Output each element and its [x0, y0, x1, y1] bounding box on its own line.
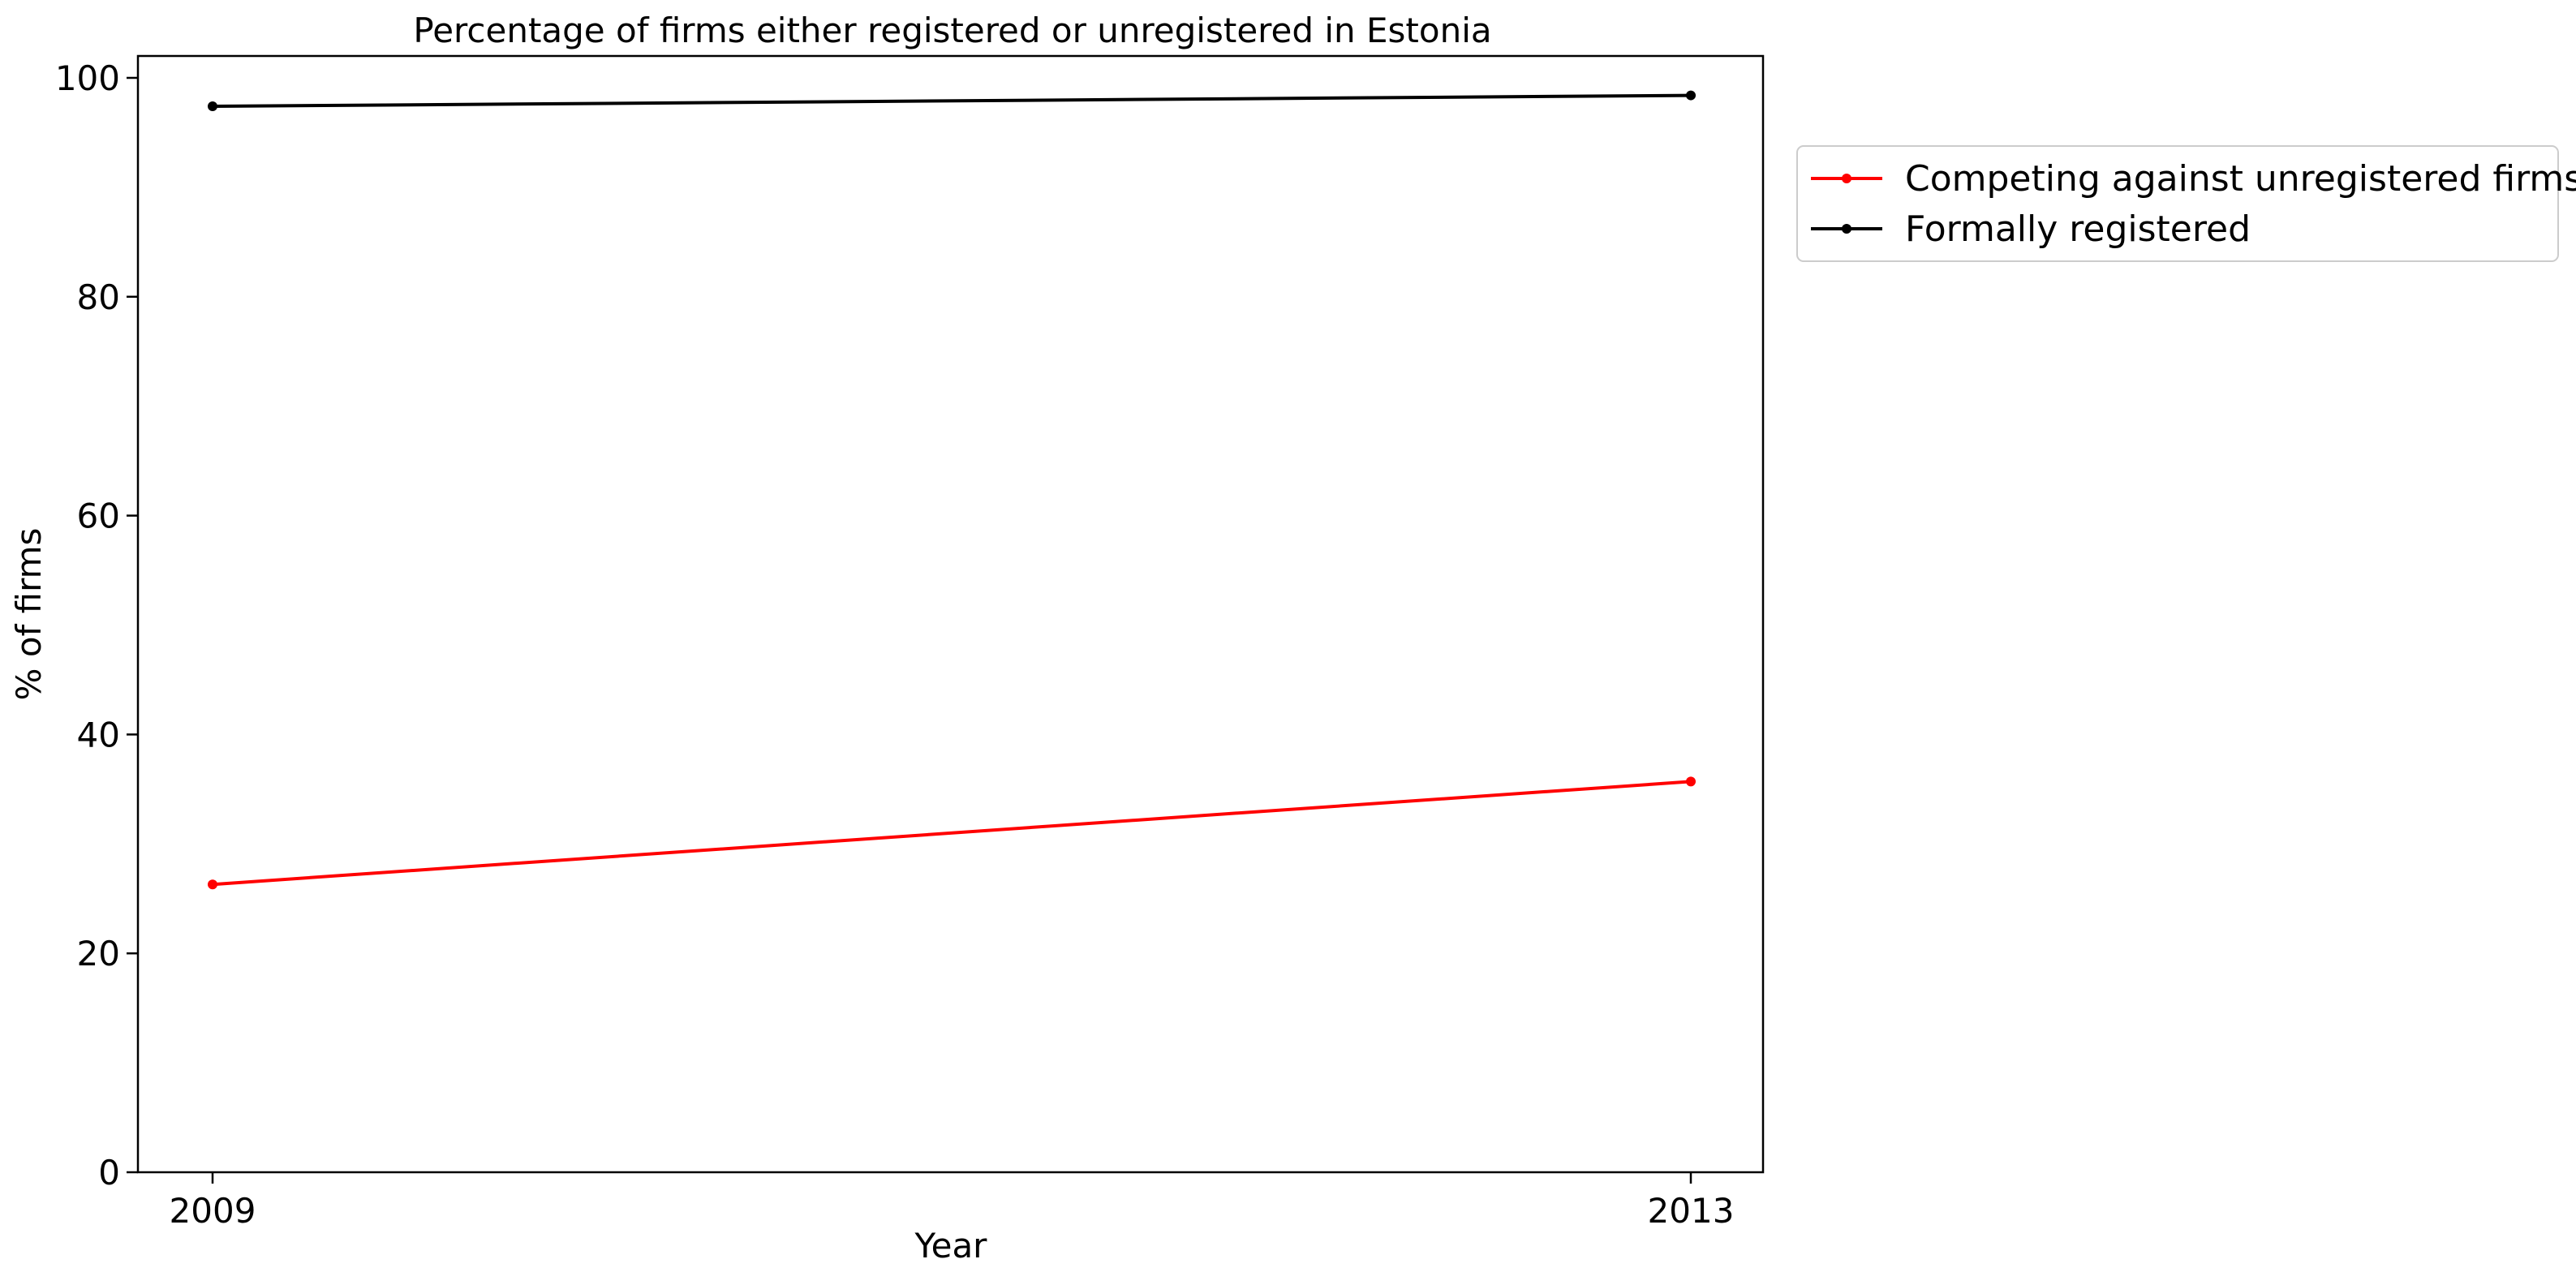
x-axis-label: Year — [914, 1226, 988, 1266]
x-axis-ticks: 2009 2013 — [170, 1172, 1735, 1231]
chart-title: Percentage of firms either registered or… — [413, 11, 1491, 50]
legend: Competing against unregistered firms Form… — [1796, 145, 2576, 262]
plot-area-frame — [136, 54, 1765, 1174]
data-point — [1686, 90, 1696, 101]
y-tick-label: 0 — [98, 1153, 120, 1193]
y-tick-label: 100 — [55, 58, 120, 98]
series-layer — [208, 90, 1696, 890]
y-axis-ticks: 0 20 40 60 80 100 — [55, 58, 138, 1193]
legend-label: Formally registered — [1905, 208, 2251, 250]
legend-box — [1796, 145, 2559, 262]
y-tick-label: 60 — [77, 496, 120, 536]
data-point — [208, 879, 217, 890]
legend-marker — [1842, 174, 1851, 183]
legend-items: Competing against unregistered firms Form… — [1811, 158, 2576, 250]
data-point — [1686, 776, 1696, 787]
y-axis-label: % of firms — [9, 528, 49, 701]
y-tick-label: 20 — [77, 934, 120, 973]
data-point — [208, 101, 217, 112]
series-line — [212, 780, 1692, 887]
y-tick-label: 40 — [77, 715, 120, 754]
x-tick-label: 2013 — [1648, 1191, 1735, 1231]
legend-marker — [1842, 224, 1851, 234]
series-line — [212, 93, 1692, 109]
y-tick-label: 80 — [77, 277, 120, 317]
legend-label: Competing against unregistered firms — [1905, 158, 2576, 200]
x-tick-label: 2009 — [170, 1191, 256, 1231]
